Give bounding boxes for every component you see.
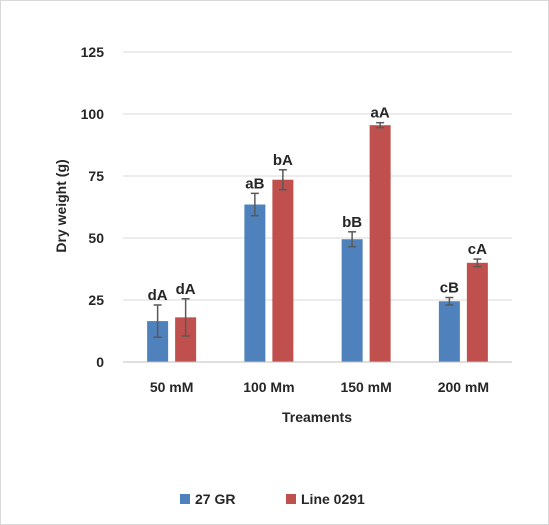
error-bar xyxy=(250,192,259,217)
data-label: cA xyxy=(468,241,487,258)
data-labels: dA dA aB bA bB aA cB cA xyxy=(148,105,487,304)
y-tick-label: 125 xyxy=(81,44,105,60)
x-tick-label: 150 mM xyxy=(340,379,391,395)
legend-label-series-1: 27 GR xyxy=(195,491,235,507)
error-bar xyxy=(181,298,190,337)
legend: 27 GR Line 0291 xyxy=(180,491,365,507)
data-label: dA xyxy=(148,287,168,304)
legend-swatch-series-2 xyxy=(286,494,296,504)
bar xyxy=(244,204,266,362)
y-axis-ticks: 0 25 50 75 100 125 xyxy=(81,44,105,370)
error-bars xyxy=(153,121,482,338)
x-axis-ticks: 50 mM 100 Mm 150 mM 200 mM xyxy=(150,379,489,395)
bar xyxy=(341,239,363,362)
legend-swatch-series-1 xyxy=(180,494,190,504)
x-tick-label: 100 Mm xyxy=(243,379,294,395)
bar xyxy=(438,301,460,362)
legend-label-series-2: Line 0291 xyxy=(301,491,365,507)
y-tick-label: 100 xyxy=(81,106,105,122)
data-label: dA xyxy=(176,281,196,298)
bars xyxy=(147,125,488,362)
data-label: cB xyxy=(440,280,459,297)
bar xyxy=(369,125,391,362)
data-label: aA xyxy=(371,105,390,122)
error-bar xyxy=(348,231,357,248)
x-axis-title: Treaments xyxy=(282,409,352,425)
data-label: aB xyxy=(245,175,264,192)
error-bar xyxy=(153,304,162,338)
error-bar xyxy=(445,296,454,306)
y-tick-label: 25 xyxy=(88,292,104,308)
y-tick-label: 0 xyxy=(96,354,104,370)
y-axis-title: Dry weight (g) xyxy=(53,159,69,252)
data-label: bA xyxy=(273,152,293,169)
error-bar xyxy=(278,169,287,191)
data-label: bB xyxy=(342,214,362,231)
bar xyxy=(147,321,169,362)
y-tick-label: 75 xyxy=(88,168,104,184)
bar xyxy=(175,317,197,362)
y-tick-label: 50 xyxy=(88,230,104,246)
x-tick-label: 50 mM xyxy=(150,379,194,395)
gridlines xyxy=(123,51,512,301)
error-bar xyxy=(473,258,482,268)
x-tick-label: 200 mM xyxy=(438,379,489,395)
bar xyxy=(272,179,294,362)
error-bar xyxy=(376,121,385,129)
bar xyxy=(466,262,488,362)
